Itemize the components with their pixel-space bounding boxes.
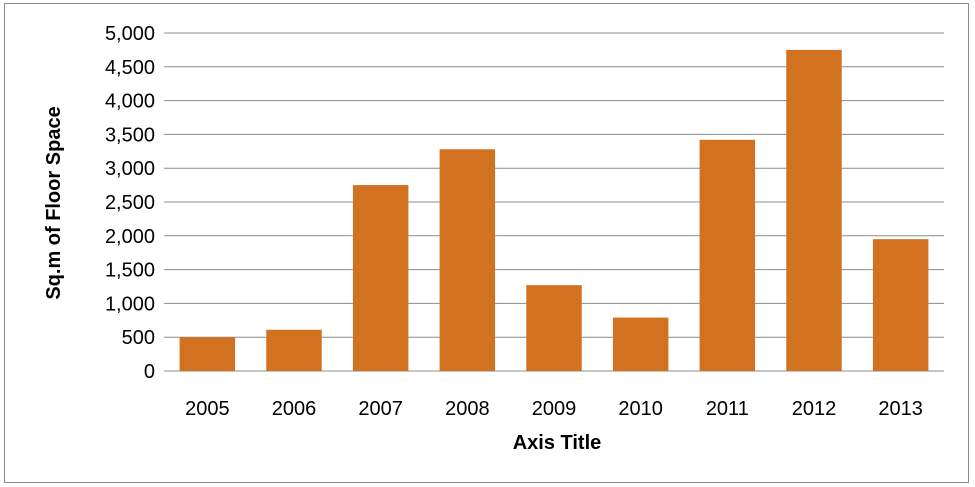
x-tick-label: 2008 [445,398,490,420]
y-tick-label: 2,500 [105,192,155,214]
bar-2008 [439,149,496,371]
bar-2006 [266,329,322,371]
y-tick-label: 1,000 [105,293,155,315]
x-tick-label: 2011 [706,398,749,420]
bars [179,49,929,372]
y-tick-label: 4,500 [105,57,155,79]
bar-2011 [699,139,756,371]
bar-2009 [526,285,582,371]
bar-2010 [612,317,669,371]
bar-2012 [786,49,842,372]
x-tick-label: 2007 [358,398,403,420]
x-tick-label: 2005 [185,398,230,420]
y-axis-ticks: 0 500 1,000 1,500 2,000 2,500 3,000 3,500 4,000 4… [105,23,155,383]
x-axis-title: Axis Title [513,432,602,454]
bar-2005 [179,337,236,371]
x-axis-ticks: 2005 2006 2007 2008 2009 2010 2011 2012 2013 [185,398,923,420]
bar-2007 [352,185,409,371]
y-tick-label: 0 [144,361,155,383]
x-tick-label: 2006 [272,398,317,420]
y-tick-label: 5,000 [105,23,155,45]
y-tick-label: 3,000 [105,158,155,180]
x-tick-label: 2010 [618,398,663,420]
x-tick-label: 2012 [792,398,837,420]
x-tick-label: 2013 [878,398,923,420]
y-tick-label: 500 [122,327,155,349]
y-tick-label: 3,500 [105,124,155,146]
x-tick-label: 2009 [532,398,577,420]
y-axis-title: Sq.m of Floor Space [43,106,65,299]
y-tick-label: 4,000 [105,91,155,113]
y-tick-label: 2,000 [105,226,155,248]
bar-2013 [872,239,929,371]
y-tick-label: 1,500 [105,260,155,282]
